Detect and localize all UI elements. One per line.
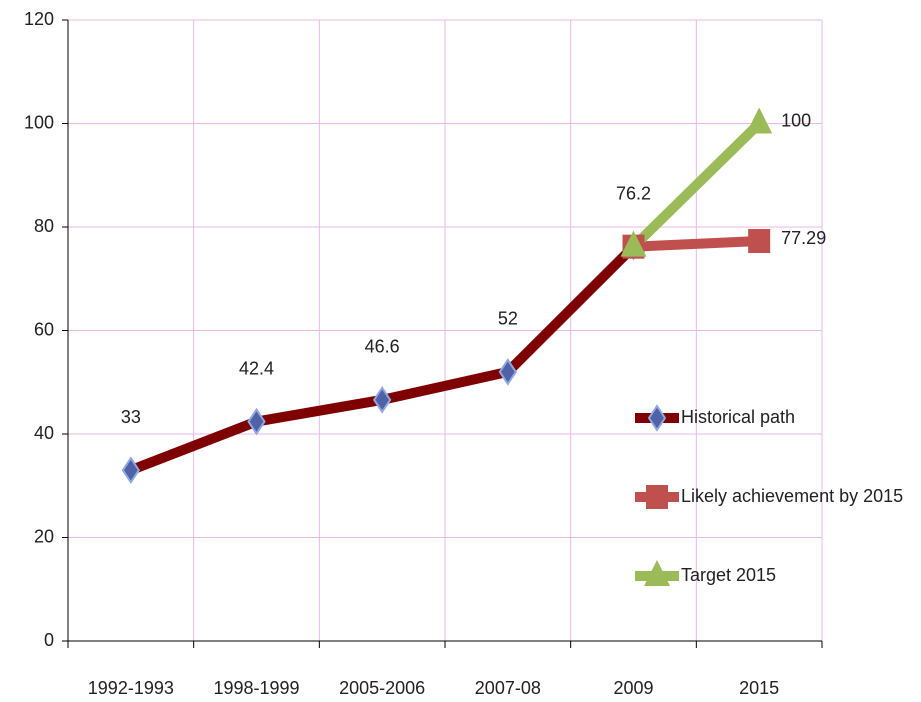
x-tick-label: 2005-2006 — [339, 678, 425, 698]
y-tick-label: 20 — [34, 526, 54, 546]
y-tick-label: 40 — [34, 423, 54, 443]
x-tick-label: 2009 — [613, 678, 653, 698]
x-tick-label: 1992-1993 — [88, 678, 174, 698]
series-line — [129, 243, 638, 475]
data-label: 46.6 — [365, 337, 400, 357]
legend-label: Historical path — [681, 407, 795, 427]
x-tick-label: 1998-1999 — [213, 678, 299, 698]
legend-label: Target 2015 — [681, 565, 776, 585]
x-tick-label: 2015 — [739, 678, 779, 698]
point-marker — [247, 407, 266, 436]
data-label: 76.2 — [616, 183, 651, 203]
legend-marker — [646, 485, 668, 509]
y-tick-label: 80 — [34, 216, 54, 236]
point-marker — [620, 230, 647, 257]
y-tick-label: 100 — [24, 112, 54, 132]
data-label: 33 — [121, 407, 141, 427]
series-line — [630, 119, 763, 251]
data-label: 52 — [498, 309, 518, 329]
point-marker — [498, 358, 518, 386]
x-tick-label: 2007-08 — [475, 678, 541, 698]
legend-label: Likely achievement by 2015 — [681, 486, 903, 506]
legend-marker — [644, 560, 670, 586]
y-tick-label: 0 — [44, 630, 54, 650]
data-label: 42.4 — [239, 358, 274, 378]
data-label: 77.29 — [781, 228, 826, 248]
point-marker — [748, 229, 771, 254]
y-tick-label: 120 — [24, 9, 54, 29]
series-line — [633, 236, 760, 252]
data-label: 100 — [781, 110, 811, 130]
y-tick-label: 60 — [34, 319, 54, 339]
point-marker — [746, 107, 773, 134]
legend-marker — [647, 404, 667, 432]
point-marker — [372, 386, 392, 414]
point-marker — [121, 456, 141, 485]
